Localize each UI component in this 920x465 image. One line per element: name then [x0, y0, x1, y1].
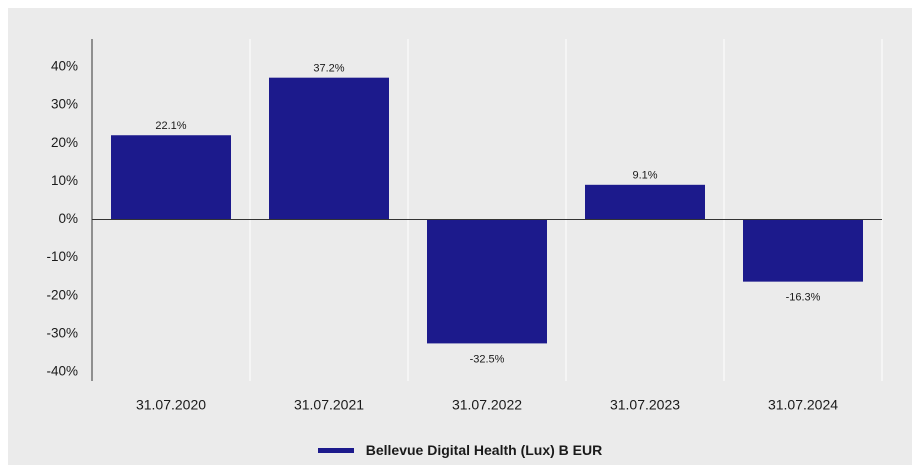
x-tick-label: 31.07.2023: [610, 397, 680, 413]
legend: Bellevue Digital Health (Lux) B EUR: [8, 442, 912, 458]
bar-31.07.2022: [427, 219, 547, 344]
y-tick-labels: 40% 30% 20% 10% 0% -10% -20% -30% -40%: [46, 59, 78, 379]
y-tick-label: 0%: [58, 211, 78, 226]
data-label: -32.5%: [470, 353, 505, 365]
y-tick-label: 30%: [51, 97, 78, 112]
grid-lines: [249, 39, 883, 381]
data-label: 37.2%: [313, 63, 344, 75]
x-tick-label: 31.07.2022: [452, 397, 522, 413]
y-tick-label: 10%: [51, 173, 78, 188]
axes: [91, 39, 882, 381]
legend-label: Bellevue Digital Health (Lux) B EUR: [365, 442, 603, 458]
y-tick-label: 40%: [51, 59, 78, 74]
data-label: 22.1%: [155, 120, 186, 132]
chart-frame: 40% 30% 20% 10% 0% -10% -20% -30% -40% 31.07.202…: [8, 8, 912, 465]
y-tick-label: 20%: [51, 135, 78, 150]
y-tick-label: -20%: [46, 287, 78, 302]
x-tick-label: 31.07.2024: [768, 397, 838, 413]
y-tick-label: -40%: [46, 364, 78, 379]
data-label: 9.1%: [632, 170, 657, 182]
bar-31.07.2020: [111, 135, 231, 220]
bar-chart: 40% 30% 20% 10% 0% -10% -20% -30% -40% 31.07.202…: [46, 39, 883, 413]
bar-31.07.2023: [585, 184, 705, 220]
y-tick-label: -30%: [46, 325, 78, 340]
data-label: -16.3%: [786, 292, 821, 304]
legend-swatch: [317, 447, 354, 453]
x-tick-label: 31.07.2021: [294, 397, 364, 413]
x-tick-label: 31.07.2020: [136, 397, 206, 413]
y-tick-label: -10%: [46, 249, 78, 264]
bars: [111, 77, 863, 344]
x-tick-labels: 31.07.2020 31.07.2021 31.07.2022 31.07.2023…: [136, 397, 838, 413]
data-labels: 22.1% 37.2% -32.5% 9.1% -16.3%: [155, 63, 820, 366]
bar-31.07.2021: [269, 77, 389, 220]
bar-31.07.2024: [743, 219, 863, 282]
